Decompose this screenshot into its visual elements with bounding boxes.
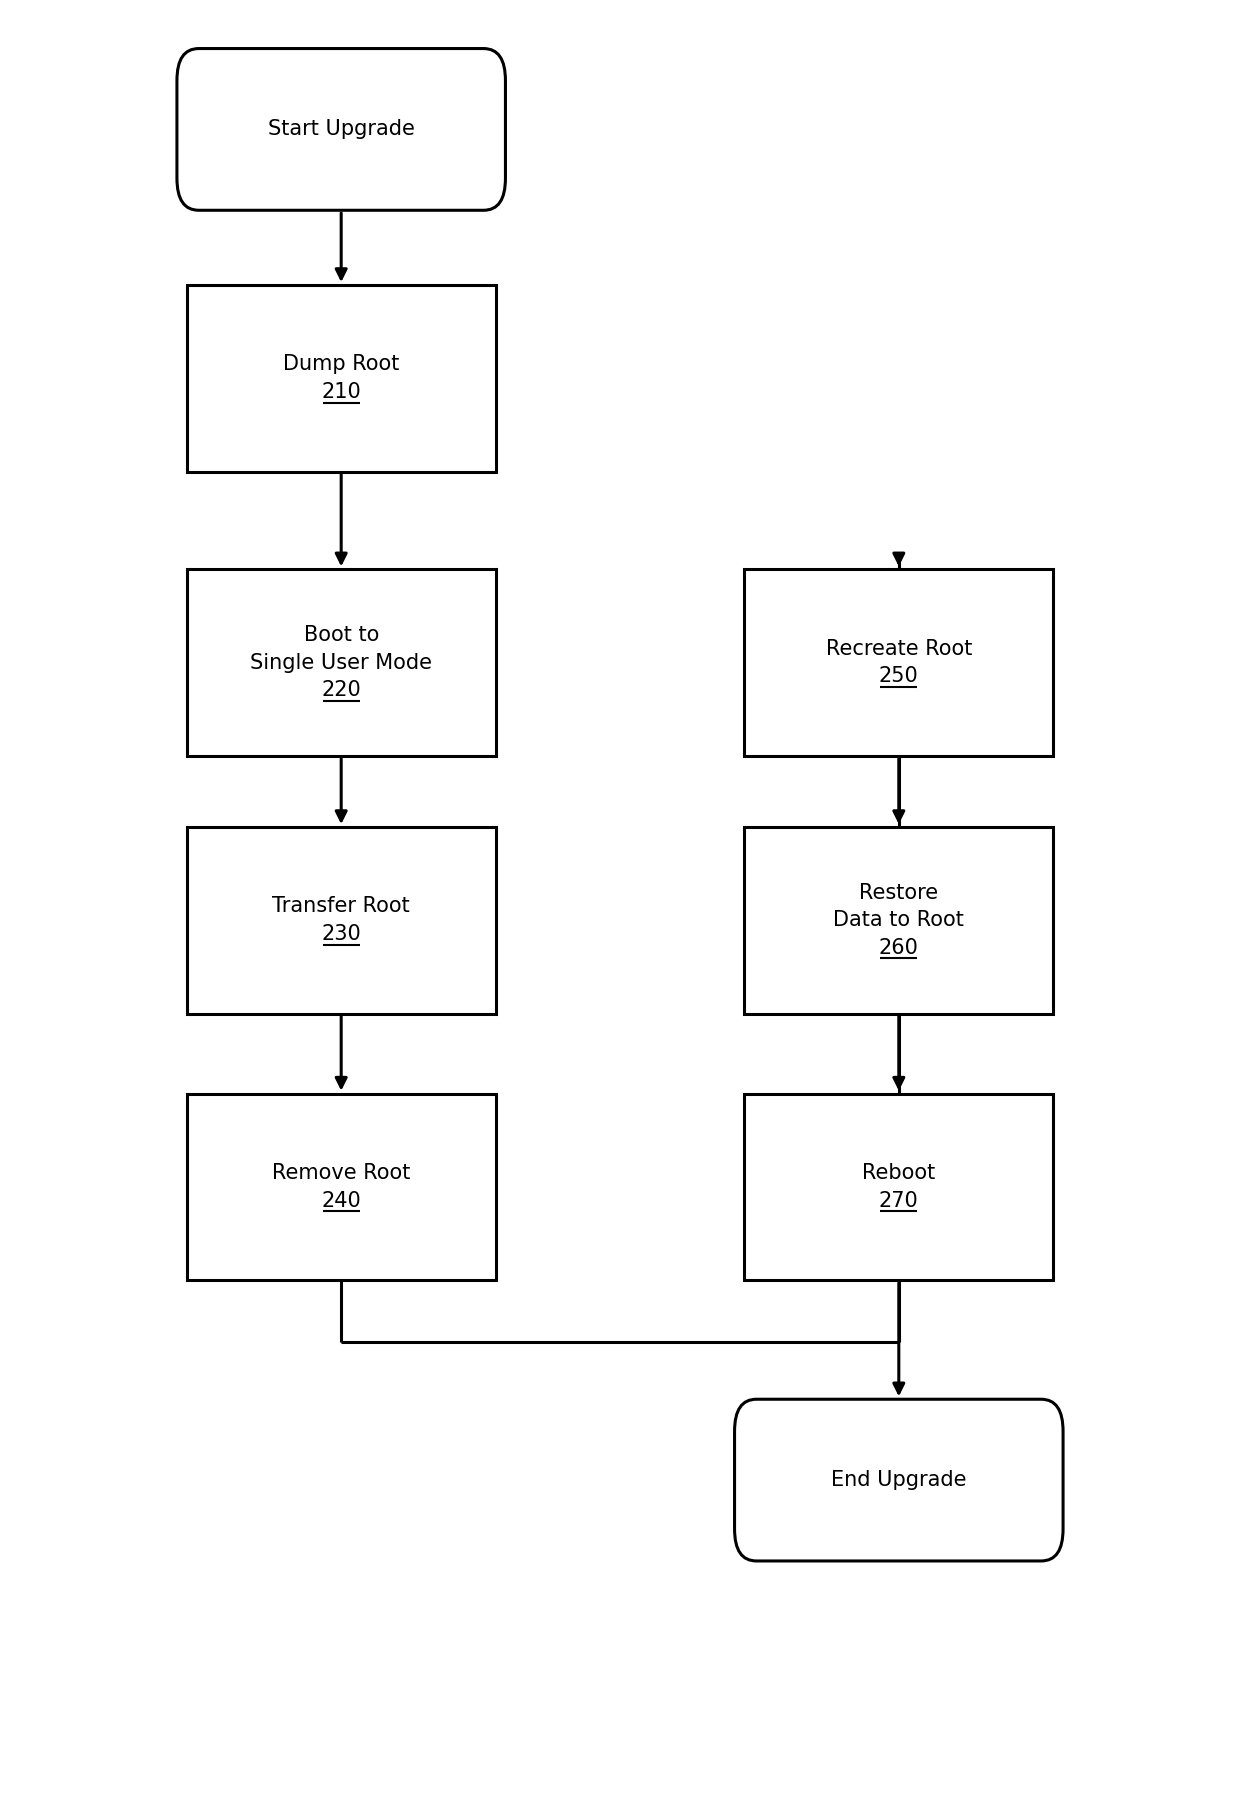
Bar	[187, 569, 496, 756]
Text: Remove Root: Remove Root	[272, 1162, 410, 1182]
Text: Dump Root: Dump Root	[283, 354, 399, 374]
Text: Restore: Restore	[859, 883, 939, 902]
Text: 260: 260	[879, 939, 919, 958]
Text: End Upgrade: End Upgrade	[831, 1469, 966, 1491]
FancyBboxPatch shape	[177, 49, 506, 209]
Text: Reboot: Reboot	[862, 1162, 935, 1182]
Bar	[187, 1094, 496, 1280]
Text: Recreate Root: Recreate Root	[826, 639, 972, 659]
Text: 220: 220	[321, 680, 361, 700]
Text: Single User Mode: Single User Mode	[250, 653, 433, 673]
Text: Data to Root: Data to Root	[833, 910, 965, 930]
Bar	[744, 1094, 1053, 1280]
Text: 250: 250	[879, 666, 919, 686]
Text: 270: 270	[879, 1191, 919, 1211]
Bar	[744, 827, 1053, 1014]
Bar	[187, 285, 496, 471]
Text: 210: 210	[321, 383, 361, 403]
Text: Boot to: Boot to	[304, 625, 379, 644]
Text: Transfer Root: Transfer Root	[273, 897, 410, 917]
FancyBboxPatch shape	[734, 1399, 1063, 1561]
Bar	[744, 569, 1053, 756]
Text: Start Upgrade: Start Upgrade	[268, 119, 414, 139]
Bar	[187, 827, 496, 1014]
Text: 230: 230	[321, 924, 361, 944]
Text: 240: 240	[321, 1191, 361, 1211]
